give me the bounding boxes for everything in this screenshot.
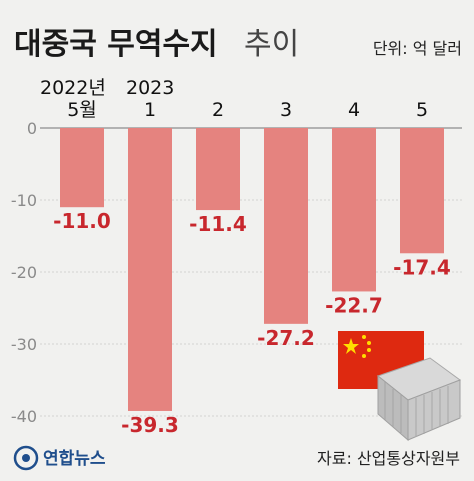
data-labels: -11.0 -39.3 -11.4 -27.2 -22.7 -17.4 <box>53 209 451 437</box>
bar <box>128 128 172 411</box>
bar <box>196 128 240 211</box>
bar <box>264 128 308 324</box>
yonhap-logo-icon <box>13 445 39 471</box>
y-tick-label: 0 <box>27 119 37 138</box>
data-label: -11.0 <box>53 209 111 233</box>
unit-label: 단위: 억 달러 <box>373 39 462 58</box>
data-label: -39.3 <box>121 413 179 437</box>
category-label: 2 <box>212 99 224 121</box>
bar <box>400 128 444 254</box>
category-label: 1 <box>144 99 156 121</box>
bars <box>60 128 444 411</box>
data-label: -11.4 <box>189 212 247 236</box>
x-axis-categories: 5월 1 2 3 4 5 <box>67 99 428 121</box>
year-label-2023: 2023 <box>126 77 174 99</box>
data-label: -27.2 <box>257 326 315 350</box>
category-label: 4 <box>348 99 360 121</box>
y-tick-label: -20 <box>11 263 37 282</box>
y-axis-ticks: 0 -10 -20 -30 -40 <box>11 119 37 426</box>
logo-text: 연합뉴스 <box>43 448 106 469</box>
year-label-2022: 2022년 <box>40 77 106 99</box>
bar <box>332 128 376 292</box>
yonhap-logo: 연합뉴스 <box>13 445 106 471</box>
chart-title-suffix: 추이 <box>244 27 299 62</box>
gridlines <box>40 127 462 417</box>
source-label: 자료: 산업통상자원부 <box>317 449 460 468</box>
bar <box>60 128 104 208</box>
shipping-container-icon <box>376 357 462 442</box>
category-label: 5 <box>416 99 428 121</box>
chart-title: 대중국 무역수지 <box>14 27 218 62</box>
y-tick-label: -30 <box>11 335 37 354</box>
y-tick-label: -40 <box>11 407 37 426</box>
y-tick-label: -10 <box>11 191 37 210</box>
category-label: 5월 <box>67 99 97 121</box>
data-label: -17.4 <box>393 255 451 279</box>
data-label: -22.7 <box>325 293 383 317</box>
category-label: 3 <box>280 99 292 121</box>
